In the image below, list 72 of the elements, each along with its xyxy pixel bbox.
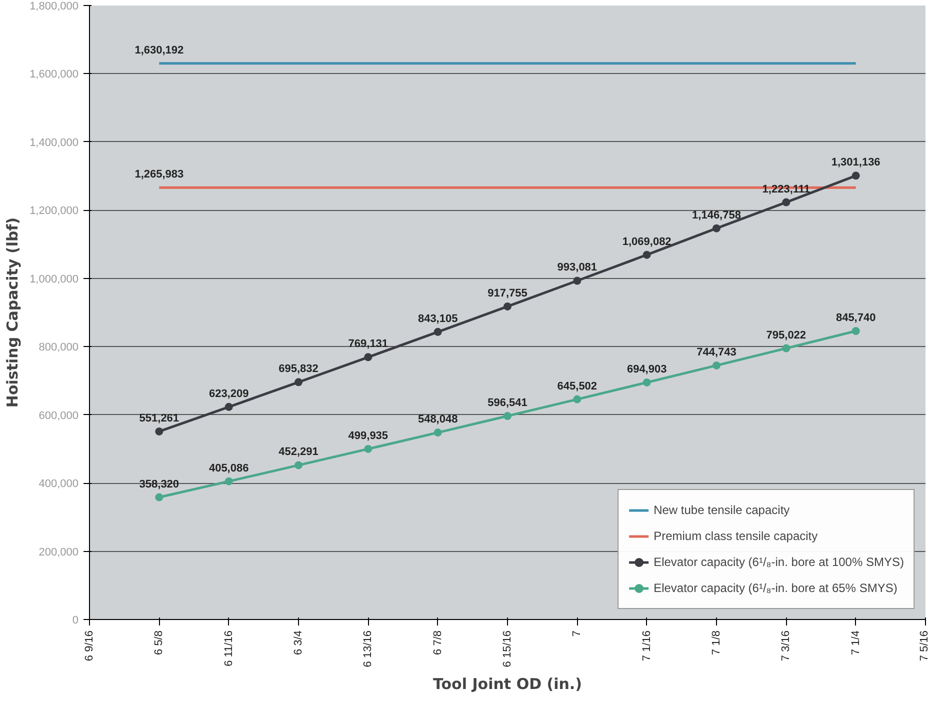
legend-label: Elevator capacity (6¹/₈-in. bore at 100% SMYS)	[654, 555, 904, 569]
data-label: 551,261	[139, 412, 180, 424]
point	[504, 302, 512, 310]
point	[504, 412, 512, 420]
data-label: 694,903	[626, 363, 667, 376]
data-label: 1,146,758	[692, 209, 741, 222]
x-tick-label: 6 9/16	[84, 630, 96, 662]
y-tick-label: 0	[72, 614, 79, 626]
y-tick-label: 1,800,000	[30, 0, 78, 12]
point	[573, 276, 582, 285]
point	[364, 444, 372, 453]
y-tick-label: 200,000	[38, 546, 79, 558]
point	[294, 461, 302, 470]
y-tick-label: 1,000,000	[30, 273, 78, 286]
data-label: 795,022	[766, 329, 806, 342]
x-axis-title: Tool Joint OD (in.)	[433, 675, 582, 694]
data-label: 993,081	[557, 262, 598, 274]
data-label: 845,740	[836, 312, 876, 324]
data-label: 623,209	[208, 388, 249, 400]
data-label: 1,265,983	[134, 168, 184, 181]
data-label: 744,743	[696, 346, 736, 358]
x-tick-label: 7 5/16	[918, 630, 930, 662]
point	[434, 328, 442, 336]
y-axis-title: Hoisting Capacity (lbf)	[4, 217, 22, 408]
data-label: 405,086	[208, 462, 249, 474]
data-label: 645,502	[557, 380, 598, 392]
data-label: 1,069,082	[622, 236, 672, 248]
x-tick-label: 7 1/4	[850, 630, 862, 655]
legend-label: New tube tensile capacity	[654, 503, 790, 517]
point	[155, 493, 164, 502]
y-tick-label: 1,600,000	[30, 68, 78, 81]
x-tick-label: 6 5/8	[153, 630, 166, 655]
point	[224, 402, 233, 411]
data-label: 596,541	[488, 397, 528, 410]
y-tick-label: 1,200,000	[30, 205, 78, 218]
x-tick-label: 7 3/16	[780, 630, 792, 662]
y-tick-label: 600,000	[38, 410, 79, 422]
point	[852, 172, 860, 180]
data-label: 695,832	[278, 363, 318, 376]
point	[712, 361, 720, 370]
point	[852, 327, 860, 335]
x-tick-label: 7	[571, 630, 584, 637]
y-tick-label: 400,000	[38, 478, 79, 490]
data-label: 548,048	[418, 414, 458, 426]
data-label: 917,755	[488, 287, 528, 300]
y-tick-label: 800,000	[38, 342, 79, 354]
x-tick-label: 6 7/8	[432, 630, 444, 655]
point	[782, 198, 790, 206]
x-tick-label: 6 3/4	[292, 630, 304, 655]
point	[434, 428, 442, 437]
x-tick-label: 6 13/16	[362, 630, 374, 668]
point	[364, 353, 372, 362]
point	[712, 224, 720, 232]
point	[155, 427, 164, 436]
y-tick-label: 1,400,000	[30, 136, 78, 149]
point	[782, 344, 790, 352]
x-tick-label: 7 1/16	[640, 630, 653, 662]
x-tick-label: 6 11/16	[222, 630, 235, 666]
x-tick-label: 7 1/8	[710, 630, 722, 655]
data-label: 452,291	[278, 446, 318, 458]
x-tick-label: 6 15/16	[502, 630, 514, 668]
legend-label: Elevator capacity (6¹/₈-in. bore at 65% SMYS)	[654, 581, 898, 595]
point	[224, 477, 233, 486]
data-label: 843,105	[418, 312, 458, 325]
point	[294, 378, 302, 386]
data-label: 1,301,136	[831, 156, 880, 169]
point	[642, 250, 651, 259]
point	[642, 378, 651, 386]
data-label: 499,935	[348, 430, 388, 442]
point	[573, 395, 582, 404]
data-label: 1,630,192	[134, 44, 184, 56]
legend-label: Premium class tensile capacity	[654, 529, 818, 543]
